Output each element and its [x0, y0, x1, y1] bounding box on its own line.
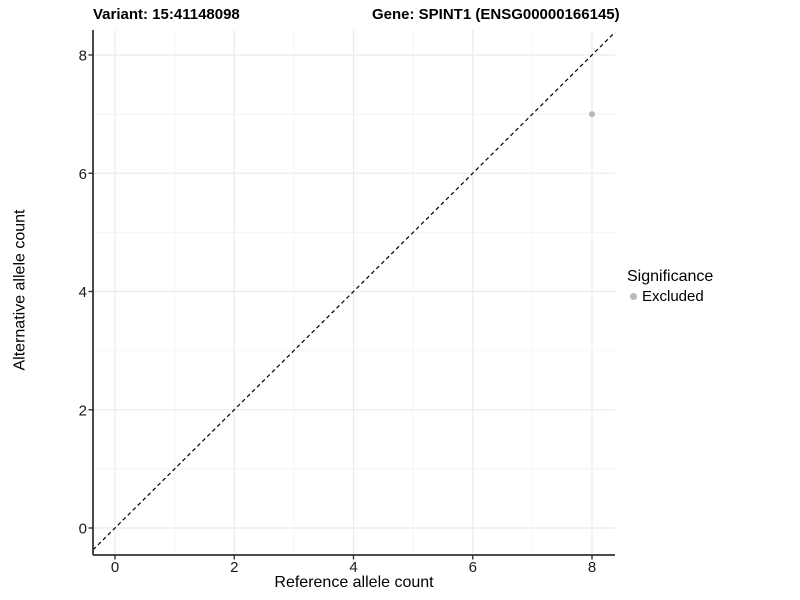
svg-text:0: 0	[79, 521, 87, 538]
x-axis-title: Reference allele count	[274, 574, 434, 591]
svg-text:6: 6	[469, 559, 477, 576]
svg-text:8: 8	[588, 559, 596, 576]
excluded-point-icon	[630, 293, 637, 300]
svg-text:0: 0	[111, 559, 119, 576]
legend: Significance Excluded	[627, 268, 713, 305]
svg-text:4: 4	[349, 559, 357, 576]
svg-text:4: 4	[79, 284, 87, 301]
legend-title: Significance	[627, 268, 714, 285]
legend-item-label: Excluded	[642, 288, 704, 305]
svg-text:2: 2	[79, 402, 87, 419]
svg-text:6: 6	[79, 166, 87, 183]
variant-title: Variant: 15:41148098	[93, 6, 240, 23]
y-axis-title: Alternative allele count	[11, 209, 29, 371]
legend-item-excluded: Excluded	[627, 288, 713, 305]
gene-title: Gene: SPINT1 (ENSG00000166145)	[372, 6, 620, 23]
svg-text:2: 2	[230, 559, 238, 576]
svg-text:8: 8	[79, 48, 87, 65]
